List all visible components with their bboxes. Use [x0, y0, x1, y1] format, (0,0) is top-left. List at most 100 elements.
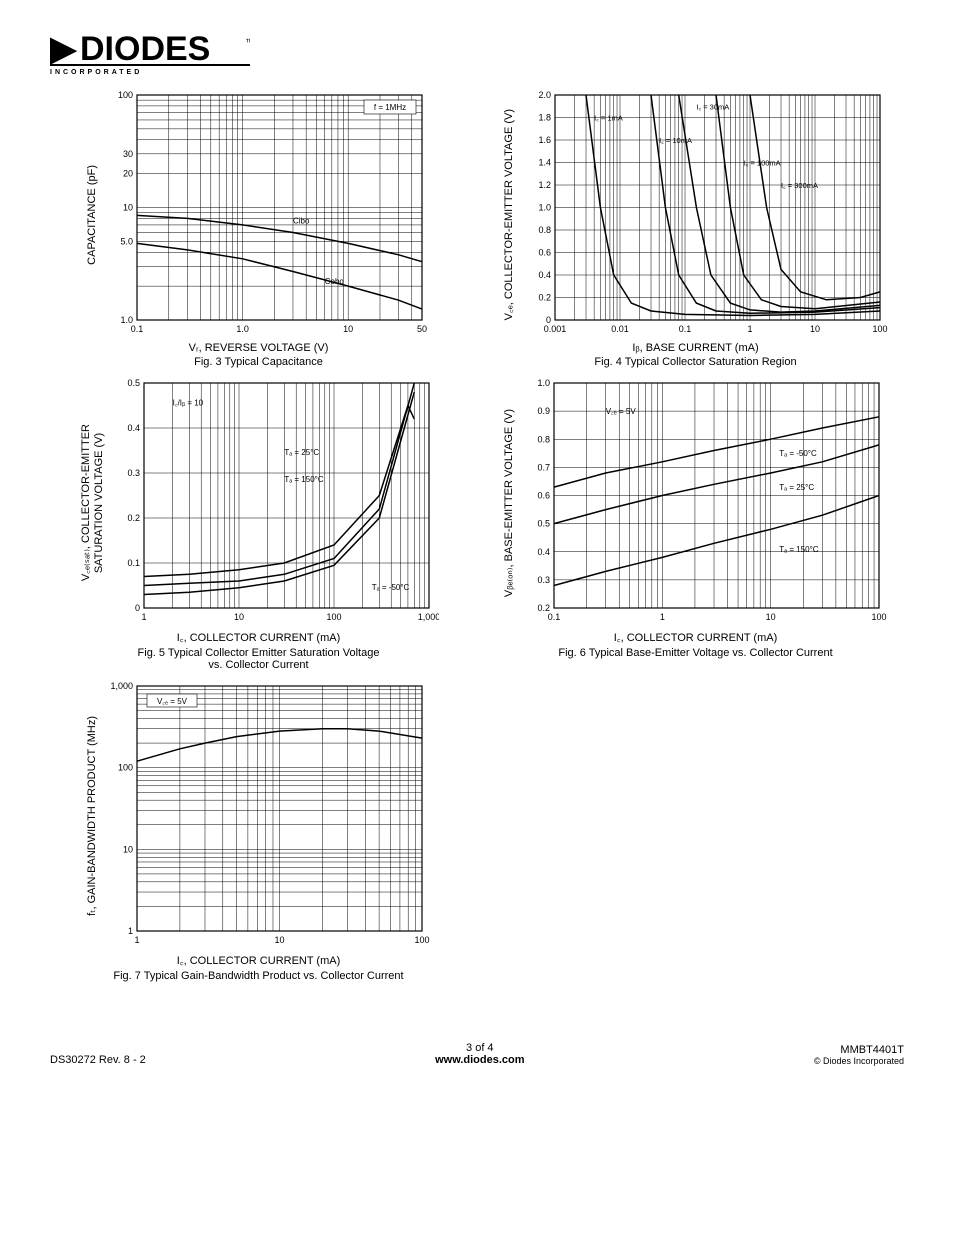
charts-grid: CAPACITANCE (pF) 0.11.010501.05.01020301…	[50, 90, 904, 982]
svg-text:0.9: 0.9	[537, 406, 550, 416]
svg-text:1,000: 1,000	[418, 612, 439, 622]
svg-text:1.0: 1.0	[236, 324, 249, 334]
svg-text:Tₐ = -50°C: Tₐ = -50°C	[779, 449, 817, 458]
svg-text:1,000: 1,000	[110, 681, 133, 691]
fig3-chart: CAPACITANCE (pF) 0.11.010501.05.01020301…	[50, 90, 467, 368]
svg-text:DIODES: DIODES	[80, 30, 210, 68]
svg-text:10: 10	[123, 844, 133, 854]
svg-text:1.2: 1.2	[538, 180, 551, 190]
svg-text:0.6: 0.6	[538, 248, 551, 258]
svg-text:100: 100	[871, 612, 886, 622]
svg-text:10: 10	[234, 612, 244, 622]
svg-text:0.4: 0.4	[537, 547, 550, 557]
svg-text:1.0: 1.0	[537, 378, 550, 388]
svg-text:1: 1	[660, 612, 665, 622]
footer-part: MMBT4401T	[814, 1044, 904, 1056]
diodes-logo: ▶ DIODES ™ INCORPORATED	[50, 30, 904, 80]
fig6-caption: Fig. 6 Typical Base-Emitter Voltage vs. …	[558, 647, 832, 659]
svg-text:1: 1	[747, 324, 752, 334]
svg-text:100: 100	[414, 935, 429, 945]
svg-text:Tₐ = 150°C: Tₐ = 150°C	[779, 545, 819, 554]
svg-text:I꜀ = 300mA: I꜀ = 300mA	[781, 181, 818, 190]
fig3-caption: Fig. 3 Typical Capacitance	[194, 356, 323, 368]
svg-text:1.0: 1.0	[120, 315, 133, 325]
fig6-ylabel: Vᵦₑ₍ₒₙ₎, BASE-EMITTER VOLTAGE (V)	[502, 409, 515, 597]
svg-text:50: 50	[416, 324, 426, 334]
fig3-svg: 0.11.010501.05.0102030100f = 1MHzCiboCob…	[102, 90, 432, 340]
svg-text:10: 10	[122, 203, 132, 213]
svg-text:I꜀ = 1mA: I꜀ = 1mA	[594, 114, 623, 123]
svg-text:100: 100	[117, 90, 132, 100]
svg-text:1.0: 1.0	[538, 203, 551, 213]
svg-text:0.8: 0.8	[537, 434, 550, 444]
svg-text:Tₐ = -50°C: Tₐ = -50°C	[372, 583, 410, 592]
footer-url: www.diodes.com	[435, 1054, 524, 1066]
fig4-svg: 0.0010.010.111010000.20.40.60.81.01.21.4…	[520, 90, 890, 340]
fig3-ylabel: CAPACITANCE (pF)	[86, 165, 98, 265]
svg-text:0.4: 0.4	[127, 423, 140, 433]
svg-text:1.4: 1.4	[538, 158, 551, 168]
svg-text:0.01: 0.01	[611, 324, 629, 334]
svg-text:1: 1	[141, 612, 146, 622]
svg-text:V꜀ₑ = 5V: V꜀ₑ = 5V	[606, 407, 637, 416]
svg-text:0.7: 0.7	[537, 462, 550, 472]
svg-text:0: 0	[546, 315, 551, 325]
svg-text:10: 10	[274, 935, 284, 945]
svg-text:V꜀ₑ = 5V: V꜀ₑ = 5V	[157, 697, 188, 706]
svg-text:™: ™	[245, 37, 250, 47]
fig7-chart: fₜ, GAIN-BANDWIDTH PRODUCT (MHz) 1 10 100 1…	[50, 681, 467, 982]
svg-text:100: 100	[872, 324, 887, 334]
svg-text:0.3: 0.3	[127, 468, 140, 478]
fig7-svg: 1101001101001,000V꜀ₑ = 5V	[102, 681, 432, 951]
svg-text:5.0: 5.0	[120, 236, 133, 246]
svg-text:1.6: 1.6	[538, 135, 551, 145]
svg-text:0.5: 0.5	[127, 378, 140, 388]
fig4-chart: V꜀ₑ, COLLECTOR-EMITTER VOLTAGE (V) 0.001…	[487, 90, 904, 368]
svg-text:I꜀ = 100mA: I꜀ = 100mA	[744, 159, 781, 168]
svg-text:100: 100	[118, 763, 133, 773]
svg-text:2.0: 2.0	[538, 90, 551, 100]
svg-text:Cibo: Cibo	[292, 217, 309, 226]
svg-text:0.1: 0.1	[130, 324, 143, 334]
svg-text:0: 0	[135, 603, 140, 613]
svg-text:INCORPORATED: INCORPORATED	[50, 69, 142, 76]
svg-text:I꜀/Iᵦ = 10: I꜀/Iᵦ = 10	[173, 399, 204, 408]
fig4-caption: Fig. 4 Typical Collector Saturation Regi…	[594, 356, 796, 368]
svg-text:10: 10	[343, 324, 353, 334]
fig3-xlabel: Vᵣ, REVERSE VOLTAGE (V)	[189, 342, 329, 354]
svg-text:Tₐ = 25°C: Tₐ = 25°C	[284, 448, 319, 457]
svg-text:100: 100	[326, 612, 341, 622]
svg-text:0.4: 0.4	[538, 270, 551, 280]
svg-text:30: 30	[122, 149, 132, 159]
footer-page: 3 of 4	[435, 1042, 524, 1054]
svg-text:0.2: 0.2	[537, 603, 550, 613]
logo-svg: ▶ DIODES ™ INCORPORATED	[50, 30, 250, 80]
svg-text:I꜀ = 10mA: I꜀ = 10mA	[659, 136, 692, 145]
svg-text:I꜀ = 30mA: I꜀ = 30mA	[696, 102, 729, 111]
svg-text:0.1: 0.1	[679, 324, 692, 334]
fig6-svg: 0.11101000.20.30.40.50.60.70.80.91.0V꜀ₑ …	[519, 378, 889, 628]
svg-text:0.3: 0.3	[537, 575, 550, 585]
svg-text:0.1: 0.1	[127, 558, 140, 568]
fig5-caption: Fig. 5 Typical Collector Emitter Saturat…	[138, 647, 380, 671]
svg-text:0.2: 0.2	[538, 293, 551, 303]
svg-text:1.8: 1.8	[538, 113, 551, 123]
fig7-ylabel: fₜ, GAIN-BANDWIDTH PRODUCT (MHz)	[85, 716, 98, 916]
fig7-caption: Fig. 7 Typical Gain-Bandwidth Product vs…	[113, 970, 403, 982]
fig6-xlabel: I꜀, COLLECTOR CURRENT (mA)	[614, 630, 778, 645]
svg-text:f = 1MHz: f = 1MHz	[373, 103, 405, 112]
svg-text:10: 10	[810, 324, 820, 334]
fig5-ylabel: V꜀ₑ₍ₛₐₜ₎, COLLECTOR-EMITTER SATURATION V…	[78, 424, 105, 581]
fig5-svg: 1101001,00000.10.20.30.40.5I꜀/Iᵦ = 10Tₐ …	[109, 378, 439, 628]
footer-copy: © Diodes Incorporated	[814, 1056, 904, 1066]
fig5-xlabel: I꜀, COLLECTOR CURRENT (mA)	[177, 630, 341, 645]
svg-text:0.5: 0.5	[537, 519, 550, 529]
svg-text:1: 1	[128, 926, 133, 936]
fig6-chart: Vᵦₑ₍ₒₙ₎, BASE-EMITTER VOLTAGE (V) 0.1110…	[487, 378, 904, 671]
svg-text:10: 10	[766, 612, 776, 622]
fig5-chart: V꜀ₑ₍ₛₐₜ₎, COLLECTOR-EMITTER SATURATION V…	[50, 378, 467, 671]
svg-text:20: 20	[122, 169, 132, 179]
svg-text:0.6: 0.6	[537, 491, 550, 501]
svg-text:Tₐ = 25°C: Tₐ = 25°C	[779, 483, 814, 492]
fig4-xlabel: Iᵦ, BASE CURRENT (mA)	[632, 342, 758, 354]
